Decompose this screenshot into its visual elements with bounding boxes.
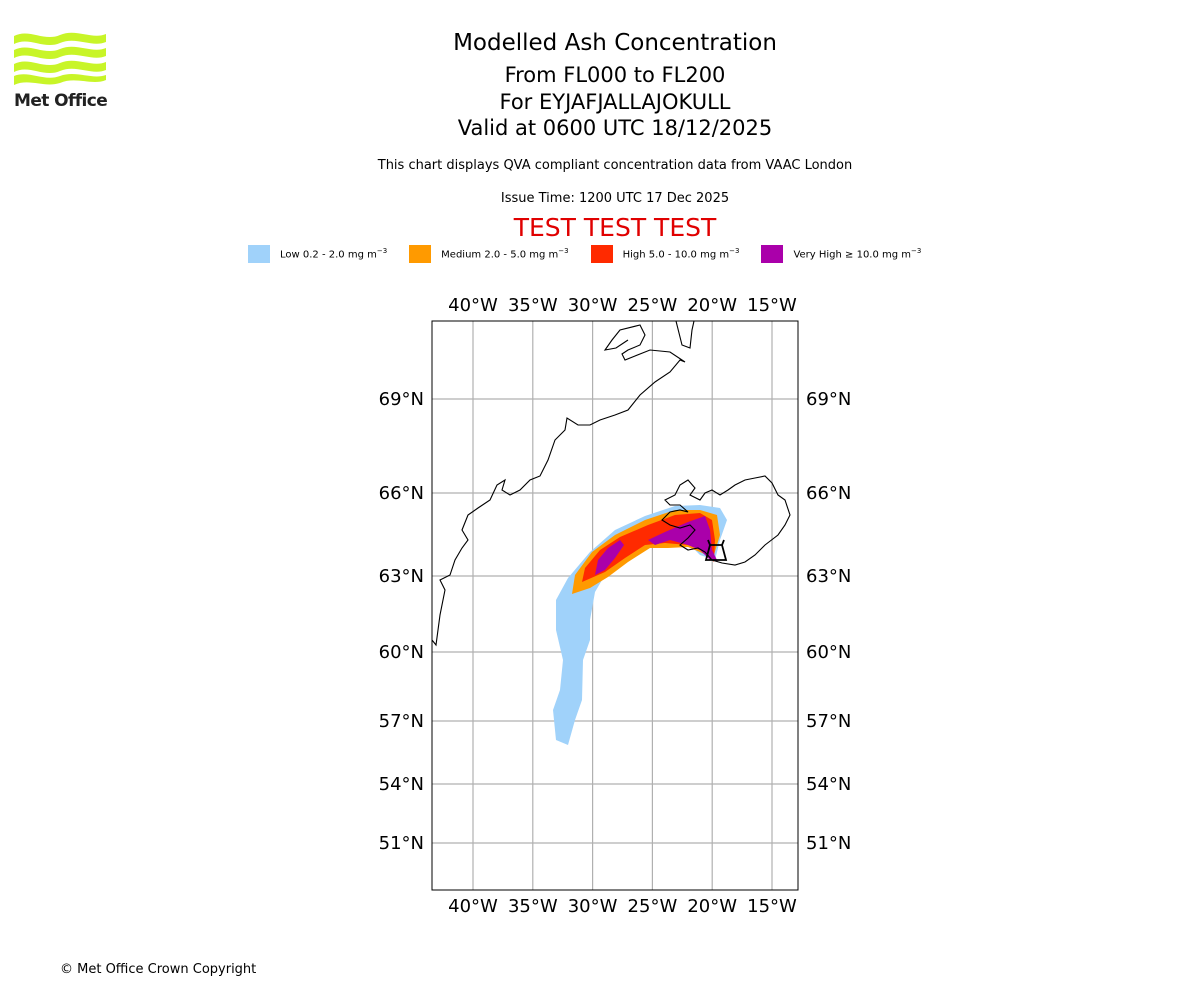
lon-tick-label-top: 40°W	[448, 295, 498, 316]
lat-tick-label-right: 69°N	[806, 389, 851, 410]
lat-tick-label-left: 63°N	[379, 566, 424, 587]
legend-item-high: High 5.0 - 10.0 mg m−3	[590, 245, 740, 263]
lat-tick-label-left: 54°N	[379, 774, 424, 795]
issue-time: Issue Time: 1200 UTC 17 Dec 2025	[500, 191, 730, 206]
lon-tick-label-bottom: 20°W	[687, 896, 737, 917]
lon-tick-label-top: 35°W	[508, 295, 558, 316]
coastline-greenland	[432, 321, 695, 647]
lat-tick-label-left: 57°N	[379, 711, 424, 732]
lat-tick-label-left: 60°N	[379, 642, 424, 663]
legend-item-low: Low 0.2 - 2.0 mg m−3	[248, 245, 387, 263]
legend-label-low: Low 0.2 - 2.0 mg m	[280, 249, 377, 261]
lat-tick-label-left: 51°N	[379, 833, 424, 854]
legend-swatch-low	[248, 245, 270, 263]
legend-item-medium: Medium 2.0 - 5.0 mg m−3	[409, 245, 569, 263]
lon-tick-label-bottom: 15°W	[747, 896, 797, 917]
legend-swatch-high	[590, 245, 613, 263]
legend: Low 0.2 - 2.0 mg m−3 Medium 2.0 - 5.0 mg…	[248, 244, 943, 264]
graticule	[432, 321, 798, 890]
chart-subtitle: This chart displays QVA compliant concen…	[377, 158, 853, 173]
coastlines	[432, 321, 791, 647]
lat-tick-label-right: 60°N	[806, 642, 851, 663]
legend-sup: −3	[729, 247, 740, 256]
axis-ticks: 40°W 40°W 35°W 35°W 30°W 30°W 25°W 25°W 20°W 20°W…	[379, 295, 852, 917]
lat-tick-label-right: 63°N	[806, 566, 851, 587]
legend-swatch-very-high	[761, 245, 784, 263]
lon-tick-label-bottom: 40°W	[448, 896, 498, 917]
lat-tick-label-right: 51°N	[806, 833, 851, 854]
lat-tick-label-right: 54°N	[806, 774, 851, 795]
coastline-iceland	[661, 475, 791, 566]
copyright: © Met Office Crown Copyright	[60, 962, 257, 977]
met-office-logo-icon	[14, 32, 106, 85]
volcano-marker-icon	[704, 539, 728, 561]
chart-title: Modelled Ash Concentration	[453, 30, 777, 56]
lon-tick-label-top: 20°W	[687, 295, 737, 316]
valid-time: Valid at 0600 UTC 18/12/2025	[457, 116, 773, 140]
lon-tick-label-bottom: 35°W	[508, 896, 558, 917]
lat-tick-label-left: 66°N	[379, 483, 424, 504]
lat-tick-label-right: 57°N	[806, 711, 851, 732]
legend-sup: −3	[376, 247, 388, 256]
flight-levels: From FL000 to FL200	[504, 63, 726, 87]
legend-swatch-medium	[409, 245, 432, 263]
plume-very-high	[595, 516, 718, 575]
volcano-name: For EYJAFJALLAJOKULL	[499, 90, 731, 114]
plume-layers	[553, 505, 727, 745]
legend-item-very-high: Very High ≥ 10.0 mg m−3	[761, 245, 921, 263]
legend-label-high: High 5.0 - 10.0 mg m	[622, 249, 730, 261]
legend-label-medium: Medium 2.0 - 5.0 mg m	[441, 249, 559, 261]
lon-tick-label-top: 30°W	[568, 295, 618, 316]
lat-tick-label-right: 66°N	[806, 483, 851, 504]
lon-tick-label-top: 25°W	[628, 295, 678, 316]
map-frame	[431, 320, 799, 891]
lon-tick-label-bottom: 30°W	[568, 896, 618, 917]
lon-tick-label-bottom: 25°W	[628, 896, 678, 917]
test-banner: TEST TEST TEST	[513, 213, 717, 242]
legend-sup: −3	[558, 247, 569, 256]
met-office-logo-text: Met Office	[14, 91, 108, 111]
legend-sup: −3	[911, 247, 922, 256]
lat-tick-label-left: 69°N	[379, 389, 424, 410]
legend-label-very-high: Very High ≥ 10.0 mg m	[793, 249, 912, 261]
lon-tick-label-top: 15°W	[747, 295, 797, 316]
